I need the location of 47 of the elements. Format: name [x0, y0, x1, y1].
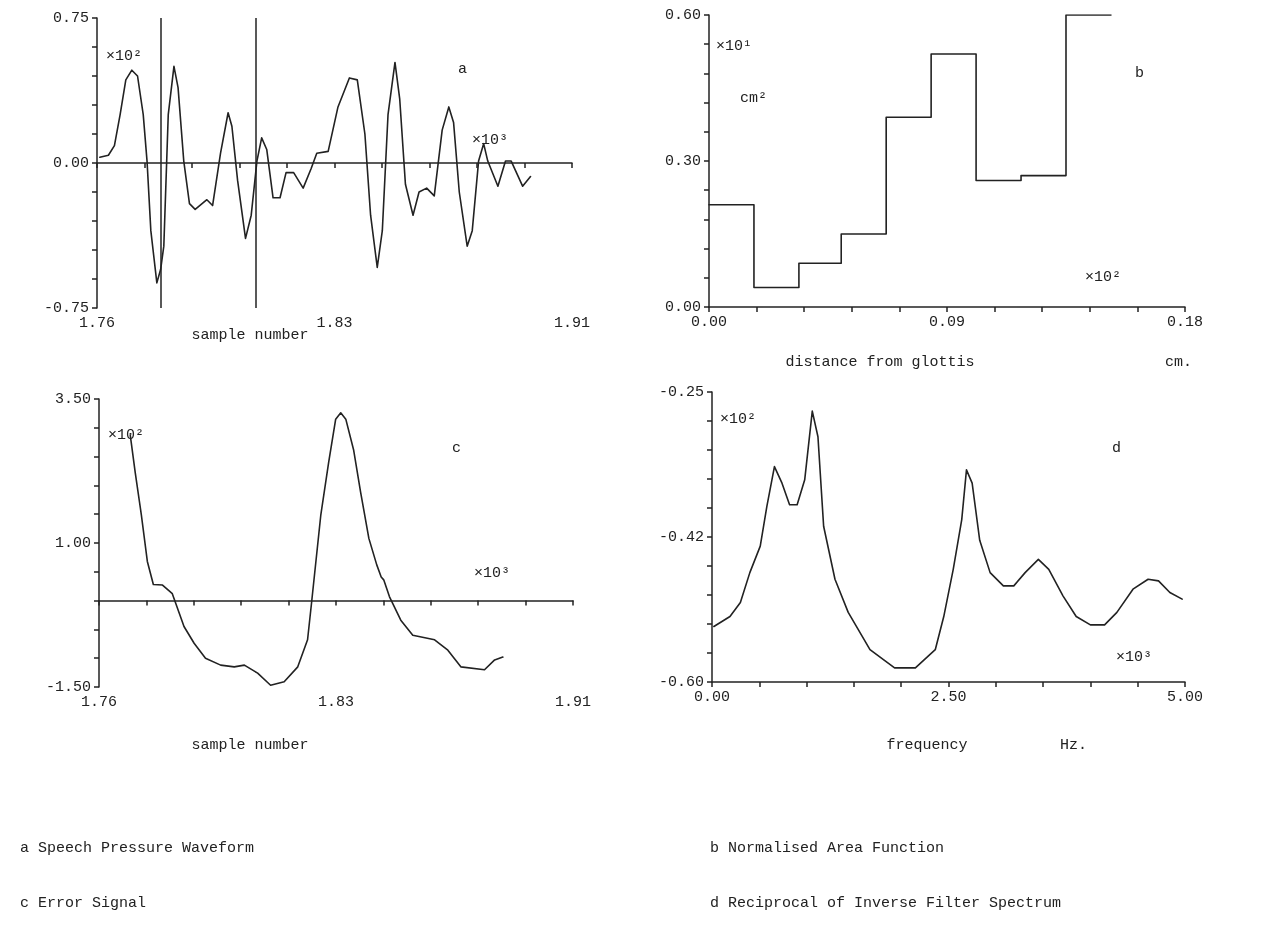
y-tick-label: 3.50: [54, 390, 91, 408]
x-tick-label: 1.91: [553, 315, 591, 332]
annotation: c: [452, 439, 462, 457]
annotation: ×10³: [474, 564, 511, 582]
annotation: b: [1135, 64, 1145, 82]
x-axis-title: frequency: [886, 736, 968, 754]
x-tick-label: 0.00: [690, 314, 728, 331]
y-tick-label: 0.75: [52, 9, 89, 27]
y-tick-label: -1.50: [45, 678, 91, 696]
x-tick-label: 1.83: [317, 694, 355, 711]
x-axis-title: sample number: [191, 736, 309, 754]
y-tick-label: 0.60: [664, 6, 701, 24]
x-tick-label: 1.76: [80, 694, 118, 711]
x-tick-label: 0.09: [928, 314, 966, 331]
x-axis-title: distance from glottis: [785, 353, 975, 371]
y-tick-label: -0.25: [658, 383, 704, 401]
x-tick-label: 5.00: [1166, 689, 1204, 706]
text: c Error Signal: [20, 895, 147, 912]
annotation: cm²: [740, 89, 768, 107]
annotation: ×10²: [1085, 268, 1122, 286]
x-tick-label: 0.18: [1166, 314, 1204, 331]
annotation: ×10³: [1116, 648, 1153, 666]
x-tick-label: 1.76: [78, 315, 116, 332]
x-axis-title: sample number: [191, 326, 309, 344]
annotation: a: [458, 60, 468, 78]
annotation: ×10³: [472, 131, 509, 149]
y-tick-label: 1.00: [54, 534, 91, 552]
x-tick-label: 1.83: [316, 315, 353, 332]
y-tick-label: 0.00: [52, 154, 89, 172]
annotation: ×10²: [106, 47, 143, 65]
text: a Speech Pressure Waveform: [20, 840, 255, 857]
x-tick-label: 1.91: [554, 694, 592, 711]
text: cm.: [1165, 353, 1193, 371]
text: Hz.: [1060, 736, 1088, 754]
x-tick-label: 2.50: [930, 689, 967, 706]
annotation: d: [1112, 439, 1122, 457]
text: b Normalised Area Function: [710, 840, 945, 857]
annotation: ×10²: [108, 426, 145, 444]
text: d Reciprocal of Inverse Filter Spectrum: [710, 895, 1062, 912]
y-tick-label: 0.00: [664, 298, 701, 316]
annotation: ×10¹: [716, 37, 753, 55]
y-tick-label: -0.75: [43, 299, 89, 317]
y-tick-label: 0.30: [664, 152, 701, 170]
x-tick-label: 0.00: [693, 689, 731, 706]
annotation: ×10²: [720, 410, 757, 428]
y-tick-label: -0.60: [658, 673, 704, 691]
y-tick-label: -0.42: [658, 528, 704, 546]
